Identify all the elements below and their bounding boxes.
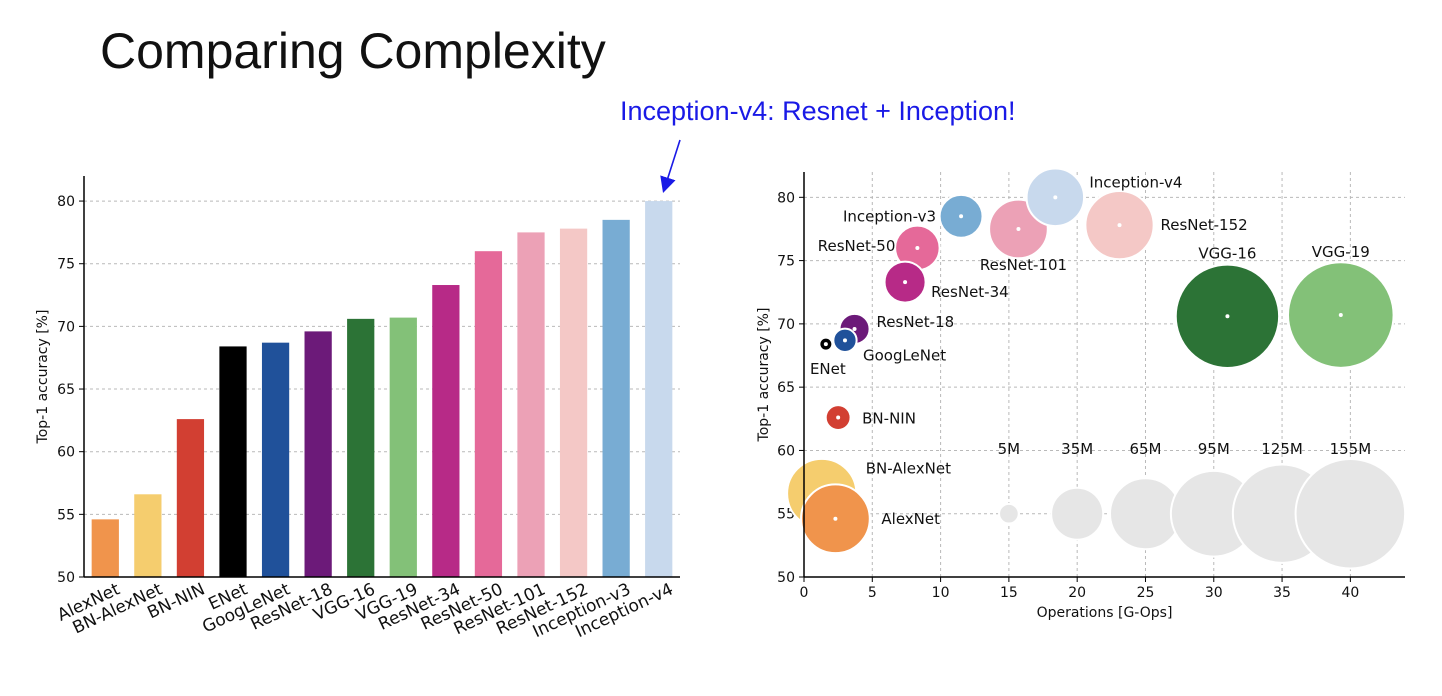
size-legend-label: 35M [1061,440,1093,458]
bubble-ylabel: Top-1 accuracy [%] [756,308,772,443]
bubble-center-inception-v3 [959,214,963,218]
bubble-label-resnet-152: ResNet-152 [1161,216,1248,234]
bar-ytick-label: 80 [57,194,75,210]
size-legend-label: 125M [1261,440,1303,458]
bubble-label-bn-alexnet: BN-AlexNet [866,459,951,477]
bubble-center-bn-nin [836,416,840,420]
bar-chart: 50556065707580AlexNetBN-AlexNetBN-NINENe… [35,176,680,642]
bubble-xtick-label: 40 [1341,585,1359,601]
bar-ytick-label: 60 [57,445,75,461]
bar-resnet-101 [517,232,544,577]
bar-ytick-label: 70 [57,319,75,335]
bubble-label-bn-nin: BN-NIN [862,410,916,428]
bubble-xtick-label: 30 [1205,585,1223,601]
bar-vgg-19 [390,318,417,577]
bar-ytick-label: 50 [57,570,75,586]
bubble-center-inception-v4 [1053,195,1057,199]
bubble-xtick-label: 10 [932,585,950,601]
size-legend-label: 65M [1129,440,1161,458]
bubble-label-inception-v4: Inception-v4 [1089,173,1182,191]
size-legend-bubble-35m [1051,488,1103,540]
bubble-center-resnet-34 [903,280,907,284]
bar-bn-nin [177,419,204,577]
size-legend-bubble-5m [999,504,1019,524]
bubble-ytick-label: 75 [777,254,795,270]
bar-ytick-label: 65 [57,382,75,398]
bar-resnet-152 [560,229,587,577]
bar-ytick-label: 75 [57,257,75,273]
bubble-label-resnet-34: ResNet-34 [931,283,1009,301]
bar-inception-v4 [645,201,672,577]
bubble-center-vgg-19 [1339,313,1343,317]
bubble-xtick-label: 15 [1000,585,1018,601]
bubble-ytick-label: 65 [777,380,795,396]
bubble-label-googlenet: GoogLeNet [863,346,946,364]
size-legend-label: 155M [1330,440,1372,458]
bubble-center-resnet-18 [853,327,857,331]
charts-canvas: 50556065707580AlexNetBN-AlexNetBN-NINENe… [0,0,1442,696]
bar-enet [219,346,246,577]
bubble-ytick-label: 70 [777,317,795,333]
bubble-center-resnet-50 [915,246,919,250]
bar-inception-v3 [603,220,630,577]
bubble-xtick-label: 5 [868,585,877,601]
bubble-ytick-label: 80 [777,190,795,206]
bubble-label-vgg-16: VGG-16 [1198,244,1256,262]
bubble-label-vgg-19: VGG-19 [1312,243,1370,261]
bubble-center-resnet-152 [1118,223,1122,227]
bar-ytick-label: 55 [57,507,75,523]
bubble-ytick-label: 50 [777,570,795,586]
bubble-center-resnet-101 [1016,227,1020,231]
bar-ylabel: Top-1 accuracy [%] [35,310,51,445]
bar-resnet-50 [475,251,502,577]
size-legend-label: 95M [1198,440,1230,458]
bubble-label-alexnet: AlexNet [881,510,940,528]
bubble-center-alexnet [833,517,837,521]
bubble-label-resnet-50: ResNet-50 [818,237,896,255]
bar-googlenet [262,343,289,577]
bubble-xtick-label: 0 [800,585,809,601]
size-legend-bubble-155m [1296,459,1406,569]
bar-resnet-18 [305,331,332,577]
bubble-xlabel: Operations [G-Ops] [1037,605,1173,621]
bubble-xtick-label: 35 [1273,585,1291,601]
bubble-xtick-label: 25 [1137,585,1155,601]
bubble-center-vgg-16 [1225,314,1229,318]
bubble-ytick-label: 60 [777,443,795,459]
bubble-label-inception-v3: Inception-v3 [843,207,936,225]
bubble-label-resnet-18: ResNet-18 [877,313,955,331]
bubble-center-googlenet [843,338,847,342]
annotation-arrow [664,140,680,190]
bar-bn-alexnet [134,494,161,577]
bubble-label-resnet-101: ResNet-101 [980,256,1067,274]
bar-resnet-34 [432,285,459,577]
size-legend-label: 5M [998,440,1021,458]
bar-vgg-16 [347,319,374,577]
bubble-label-enet: ENet [810,360,846,378]
bubble-xtick-label: 20 [1068,585,1086,601]
bubble-center-enet [824,342,828,346]
bar-alexnet [92,519,119,577]
